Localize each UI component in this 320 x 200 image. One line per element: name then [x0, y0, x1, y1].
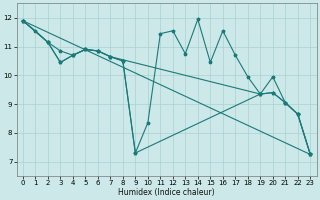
- X-axis label: Humidex (Indice chaleur): Humidex (Indice chaleur): [118, 188, 215, 197]
